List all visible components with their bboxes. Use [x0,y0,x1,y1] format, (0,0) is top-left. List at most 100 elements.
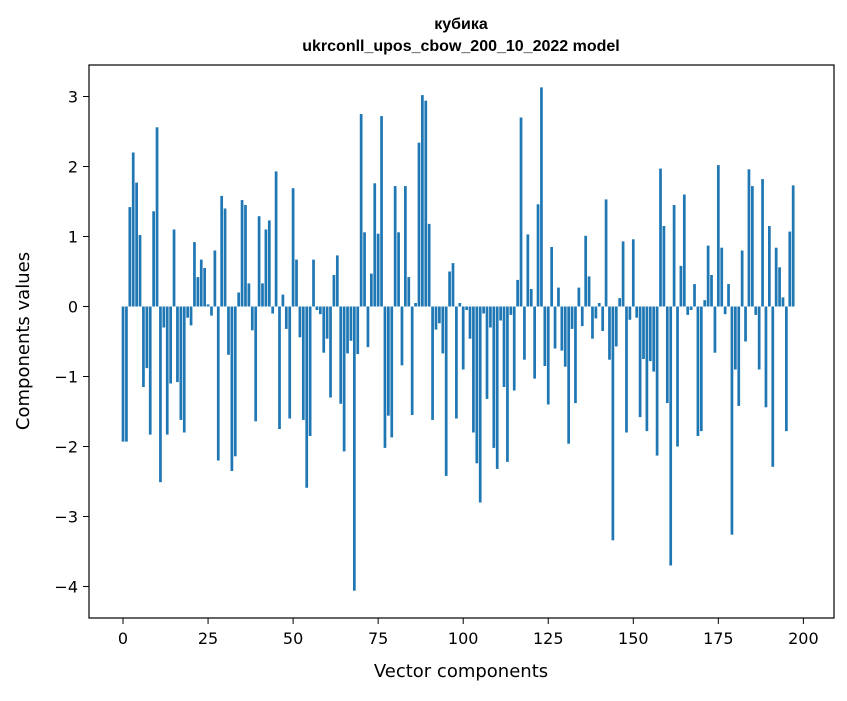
bar [665,306,669,404]
bar [628,306,632,320]
bar [771,306,775,467]
bar [220,195,224,307]
bar [434,306,438,330]
bar [250,306,254,331]
bar [142,306,145,387]
bar [574,306,577,404]
bar [247,283,251,307]
bar [594,306,598,319]
bar [686,306,690,315]
bar [642,306,645,359]
bar [346,306,349,354]
bar [546,306,550,405]
bar [352,306,356,591]
x-tick-label: 200 [788,629,819,648]
bar [631,239,635,307]
y-tick-label: 0 [68,298,78,317]
bar [529,289,533,307]
bar [240,200,244,307]
bar [764,306,768,408]
bar [495,306,499,469]
plot-frame [88,64,835,619]
bar [387,306,390,416]
bar [744,306,747,342]
bar [138,235,142,307]
bar [193,242,196,307]
bar [298,306,302,338]
bar [189,306,193,326]
bar [421,95,424,307]
x-tick-label: 100 [448,629,479,648]
bar [543,306,547,366]
y-tick-label: 2 [68,158,78,177]
bar [261,283,264,307]
bar [135,182,138,307]
bar [155,127,159,307]
bar [410,306,414,415]
bar [713,306,717,353]
bar [121,306,125,442]
bar [444,306,448,476]
bar [172,229,176,307]
bar [540,87,543,307]
bar [237,292,241,307]
bar [577,287,581,307]
bar [271,306,275,314]
bar [672,205,676,307]
bar [363,232,366,307]
bar [128,207,132,307]
bar [373,183,377,307]
bar [502,306,506,387]
bar [526,234,530,307]
x-tick-label: 50 [283,629,303,648]
bar [781,297,785,307]
bar [523,306,526,360]
bar [284,306,288,329]
bar [563,306,567,367]
bar [179,306,183,420]
bar [533,306,536,379]
chart-title: кубика [434,16,488,33]
bar [621,241,625,307]
bar [448,271,451,307]
bar [431,306,434,420]
bar [468,306,472,339]
bar [322,306,326,353]
bar [648,306,652,362]
bar [710,275,713,307]
bar [264,229,268,307]
bar [550,247,554,307]
bar [614,306,618,347]
bar [301,306,305,420]
y-axis-label: Components values [13,252,34,430]
bar [696,306,700,436]
bar [152,211,155,307]
bar [397,232,400,307]
bar [390,306,394,438]
bar [159,306,162,483]
bar [404,186,407,307]
x-tick-label: 75 [368,629,388,648]
bar [689,306,693,310]
bar [465,306,468,310]
x-axis-label: Vector components [374,661,548,682]
bar [716,165,720,307]
bar [254,306,258,422]
bar [376,233,380,307]
y-tick-label: −1 [54,368,78,387]
x-tick-label: 175 [703,629,734,648]
x-tick-label: 150 [618,629,649,648]
bar [176,306,179,383]
bar [723,306,727,315]
bar [754,306,758,315]
y-tick-label: 3 [68,88,78,107]
bar [659,168,662,307]
bar [652,306,656,372]
bar [196,277,200,307]
x-tick-label: 0 [118,629,128,648]
bar [162,306,166,328]
bar [492,306,496,448]
bar [733,306,737,370]
bar [165,306,169,435]
bar [608,306,611,360]
